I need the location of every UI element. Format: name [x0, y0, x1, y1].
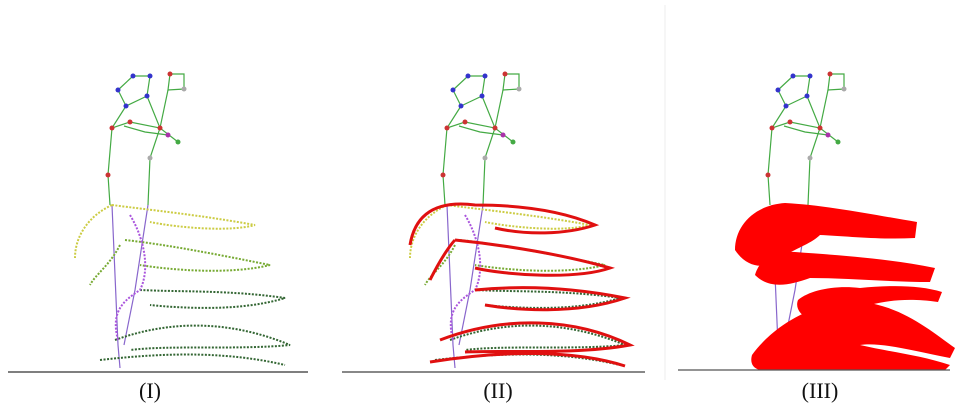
panel-2: (II): [342, 5, 665, 403]
region: [735, 203, 955, 370]
contour: [410, 204, 630, 366]
figure: (I) (II) (III): [0, 0, 956, 413]
panel-label: (I): [139, 378, 161, 403]
trajectory: [75, 205, 290, 365]
skeleton: [106, 72, 187, 369]
panel-1: (I): [8, 72, 308, 404]
trajectory: [410, 205, 625, 365]
panel-label: (III): [802, 378, 839, 403]
panel-label: (II): [483, 378, 512, 403]
panel-3: (III): [678, 72, 955, 404]
